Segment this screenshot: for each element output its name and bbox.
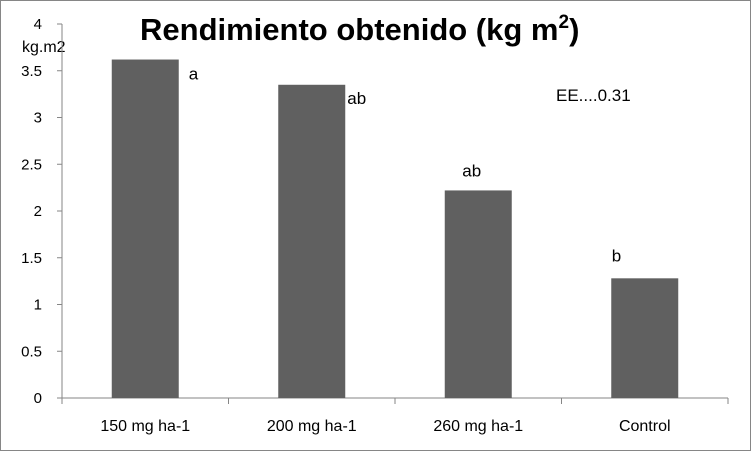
significance-label: ab: [462, 161, 481, 180]
chart-title-main: Rendimiento obtenido (kg m: [140, 12, 559, 47]
bars: [111, 59, 679, 399]
x-category-label: 260 mg ha-1: [433, 418, 523, 435]
x-category-label: 150 mg ha-1: [100, 418, 190, 435]
bar: [278, 84, 346, 399]
bar: [111, 59, 179, 398]
y-tick-label: 1.5: [21, 250, 42, 267]
ee-annotation: EE....0.31: [556, 86, 631, 105]
significance-label: a: [189, 65, 199, 84]
chart-title-close: ): [569, 12, 579, 47]
y-tick-label: 1: [34, 297, 42, 314]
chart-title-superscript: 2: [559, 12, 570, 33]
y-tick-label: 0: [34, 390, 42, 407]
y-tick-label: 3: [34, 110, 42, 127]
significance-label: ab: [347, 89, 366, 108]
bar: [444, 190, 512, 398]
y-tick-label: 2: [34, 203, 42, 220]
y-tick-label: 0.5: [21, 343, 42, 360]
significance-label: b: [612, 246, 621, 265]
y-axis-label: kg.m2: [22, 39, 66, 56]
y-tick-label: 4: [34, 16, 42, 33]
y-tick-label: 3.5: [21, 63, 42, 80]
labels: 150 mg ha-1 a 200 mg ha-1 ab 260 mg ha-1 ab Co…: [100, 65, 670, 435]
x-category-label: Control: [619, 418, 671, 435]
bar: [611, 278, 679, 398]
y-tick-label: 2.5: [21, 156, 42, 173]
x-category-label: 200 mg ha-1: [267, 418, 357, 435]
chart-title: Rendimiento obtenido (kg m2): [140, 12, 579, 47]
